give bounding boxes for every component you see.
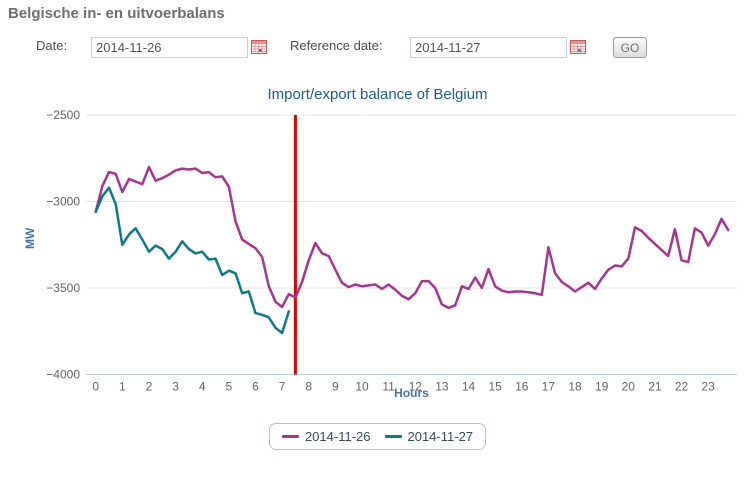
series-2-color-dash xyxy=(384,435,402,438)
x-tick-label: 5 xyxy=(226,380,233,394)
y-tick-label: −3500 xyxy=(46,281,80,295)
legend-box: 2014-11-26 2014-11-27 xyxy=(268,423,487,450)
x-tick-label: 20 xyxy=(622,380,636,394)
reference-date-input[interactable] xyxy=(410,37,567,58)
date-calendar-button[interactable] xyxy=(251,39,267,55)
x-tick-label: 16 xyxy=(515,380,529,394)
x-tick-label: 7 xyxy=(279,380,286,394)
chart-container: Import/export balance of Belgium MW −250… xyxy=(0,78,755,477)
x-axis-title: Hours xyxy=(394,386,429,400)
chart-title: Import/export balance of Belgium xyxy=(267,86,488,103)
x-tick-label: 0 xyxy=(92,380,99,394)
x-tick-label: 22 xyxy=(675,380,689,394)
date-input[interactable] xyxy=(91,37,248,58)
date-controls: Date: Reference date: GO xyxy=(0,33,755,61)
x-tick-label: 6 xyxy=(252,380,259,394)
series-line-1 xyxy=(94,165,730,310)
reference-date-label: Reference date: xyxy=(290,38,383,53)
y-tick-label: −3000 xyxy=(46,195,80,209)
x-tick-label: 10 xyxy=(355,380,369,394)
chart-legend: 2014-11-26 2014-11-27 xyxy=(0,423,755,450)
go-button[interactable]: GO xyxy=(613,37,647,58)
date-label: Date: xyxy=(36,38,68,53)
x-tick-label: 13 xyxy=(435,380,449,394)
page-title: Belgische in- en uitvoerbalans xyxy=(8,5,225,22)
x-tick-label: 12 xyxy=(409,380,423,394)
x-tick-label: 11 xyxy=(382,380,395,394)
x-tick-label: 4 xyxy=(199,380,206,394)
series-2-label: 2014-11-27 xyxy=(407,429,474,444)
x-tick-label: 19 xyxy=(595,380,609,394)
x-tick-label: 23 xyxy=(702,380,716,394)
x-tick-label: 18 xyxy=(568,380,582,394)
y-tick-label: −2500 xyxy=(46,108,80,122)
calendar-icon xyxy=(570,40,586,54)
y-tick-label: −4000 xyxy=(46,368,80,382)
series-1-label: 2014-11-26 xyxy=(304,429,371,444)
x-tick-label: 8 xyxy=(305,380,312,394)
x-tick-label: 3 xyxy=(172,380,179,394)
legend-item-series-2[interactable]: 2014-11-27 xyxy=(384,429,474,444)
x-tick-label: 17 xyxy=(542,380,556,394)
x-tick-label: 2 xyxy=(146,380,153,394)
x-tick-label: 1 xyxy=(119,380,126,394)
x-tick-label: 14 xyxy=(462,380,476,394)
series-1-color-dash xyxy=(281,435,299,438)
reference-calendar-button[interactable] xyxy=(570,39,586,55)
x-tick-label: 9 xyxy=(332,380,339,394)
x-tick-label: 21 xyxy=(648,380,662,394)
calendar-icon xyxy=(251,40,267,54)
legend-item-series-1[interactable]: 2014-11-26 xyxy=(281,429,371,444)
x-tick-label: 15 xyxy=(488,380,502,394)
series-line-2 xyxy=(94,186,291,335)
